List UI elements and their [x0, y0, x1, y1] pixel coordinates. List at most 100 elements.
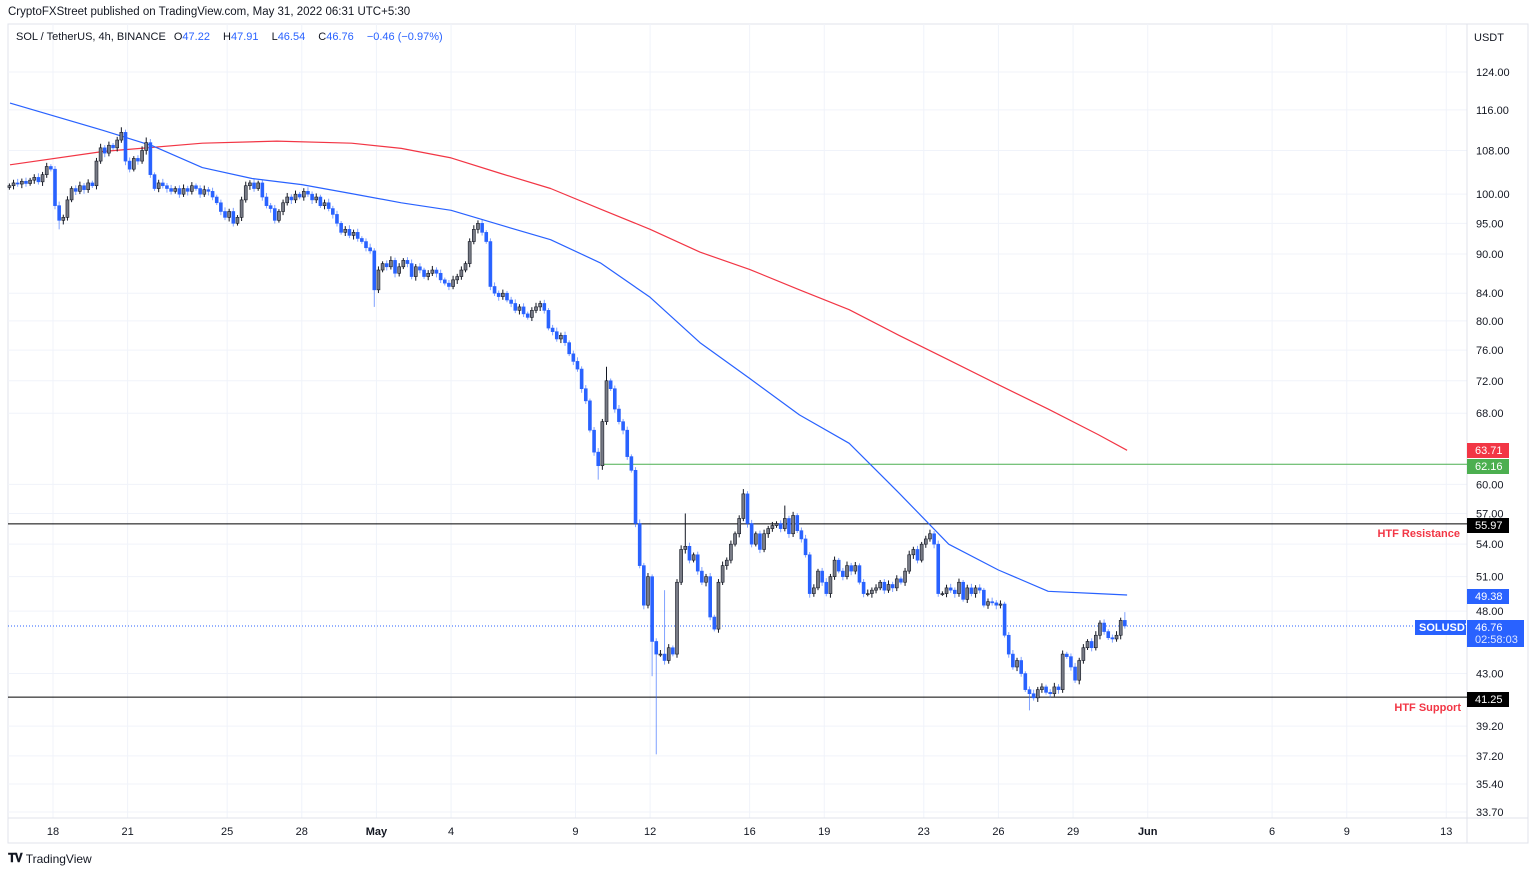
candle-up: [376, 266, 381, 294]
candle-up: [1098, 620, 1102, 640]
support-badge: [1467, 692, 1509, 707]
candle-body: [405, 260, 410, 264]
candle-down: [749, 519, 754, 548]
candle-body: [650, 576, 654, 642]
candle-down: [807, 552, 812, 598]
candle-down: [231, 207, 236, 227]
candle-down: [596, 448, 601, 480]
brand-name: TradingView: [25, 851, 92, 866]
candle-up: [646, 573, 650, 609]
price-tick-label: 51.00: [1476, 572, 1504, 584]
candle-body: [144, 142, 149, 151]
candle-body: [223, 211, 227, 218]
candle-body: [803, 538, 808, 556]
candle-down: [799, 527, 804, 543]
candle-down: [1064, 651, 1069, 659]
candle-body: [202, 189, 207, 195]
candle-down: [795, 513, 800, 533]
candle-down: [165, 183, 169, 193]
time-tick-label: 12: [644, 826, 656, 838]
candle-body: [612, 388, 617, 410]
legend-low: L46.54: [271, 31, 306, 43]
candle-body: [870, 589, 874, 594]
candle-down: [136, 155, 140, 165]
candle-down: [318, 194, 323, 208]
time-tick-label: 21: [122, 826, 134, 838]
candle-body: [799, 530, 804, 540]
candle-up: [190, 182, 194, 195]
candle-body: [447, 282, 451, 287]
candle-down: [1031, 689, 1036, 701]
time-axis[interactable]: 18 21 25 28 May 4 9 12 16 19 23 26 29 Jun 6 9 13: [47, 826, 1453, 838]
candle-body: [310, 193, 314, 201]
price-tick-label: 57.00: [1476, 508, 1504, 520]
price-tick-label: 43.00: [1476, 669, 1504, 681]
candle-body: [131, 158, 136, 170]
candle-down: [111, 142, 115, 151]
candle-up: [753, 531, 758, 547]
candle-body: [1044, 686, 1048, 693]
candle-down: [579, 366, 584, 393]
candle-body: [492, 286, 497, 294]
legend-open: O47.22: [173, 31, 210, 43]
candle-down: [102, 145, 107, 158]
candle-body: [716, 581, 721, 630]
fast-moving-average-line: [9, 102, 1128, 596]
candle-down: [272, 204, 277, 224]
candle-body: [434, 269, 439, 274]
candle-up: [476, 220, 480, 234]
candle-up: [1015, 657, 1019, 672]
candle-down: [820, 567, 824, 586]
candle-body: [658, 653, 663, 656]
price-axis[interactable]: USDT 124.00 116.00 108.00 100.00 95.00 90.00 8…: [1474, 32, 1510, 819]
candle-body: [1073, 666, 1077, 681]
candle-up: [256, 180, 260, 191]
candle-down: [621, 418, 625, 435]
candle-down: [442, 277, 447, 286]
candle-body: [318, 196, 323, 206]
candle-down: [123, 129, 128, 166]
price-tick-label: 116.00: [1476, 105, 1509, 117]
time-tick-label: 25: [221, 826, 233, 838]
current-price-text: 46.76: [1475, 622, 1503, 634]
candle-down: [306, 187, 310, 197]
candle-up: [766, 525, 771, 538]
candle-down: [418, 263, 422, 274]
candle-body: [1098, 622, 1102, 636]
candle-down: [778, 520, 783, 533]
price-tick-label: 68.00: [1476, 408, 1504, 420]
candle-up: [227, 208, 231, 222]
candle-up: [1085, 639, 1090, 651]
candle-down: [712, 614, 717, 632]
price-badges: 63.71 62.16 55.97 HTF Resistance 49.38 S…: [1377, 443, 1524, 714]
candle-down: [53, 166, 57, 210]
time-tick-label: 4: [448, 826, 454, 838]
candle-down: [194, 183, 198, 191]
candle-body: [1048, 692, 1052, 695]
candle-down: [384, 260, 389, 271]
candle-down: [488, 238, 493, 291]
candle-down: [260, 179, 265, 201]
candle-up: [986, 598, 990, 609]
price-tick-label: 37.20: [1476, 751, 1504, 763]
candle-body: [550, 327, 555, 332]
candle-body: [32, 177, 37, 181]
candle-body: [127, 160, 132, 170]
candle-up: [928, 529, 932, 542]
candle-body: [749, 523, 754, 545]
candle-body: [953, 589, 957, 594]
price-tick-label: 35.40: [1476, 779, 1504, 791]
price-tick-label: 33.70: [1476, 807, 1504, 819]
candle-body: [272, 208, 277, 221]
footer[interactable]: 𝐓𝐕 TradingView: [8, 851, 92, 866]
candle-body: [264, 196, 269, 206]
candle-body: [194, 185, 198, 189]
price-tick-label: 60.00: [1476, 479, 1504, 491]
candle-up: [878, 579, 882, 591]
level-badge: [1467, 459, 1509, 474]
candle-body: [712, 616, 717, 630]
candle-body: [1069, 656, 1073, 668]
candle-up: [865, 589, 870, 597]
candle-up: [69, 186, 74, 203]
